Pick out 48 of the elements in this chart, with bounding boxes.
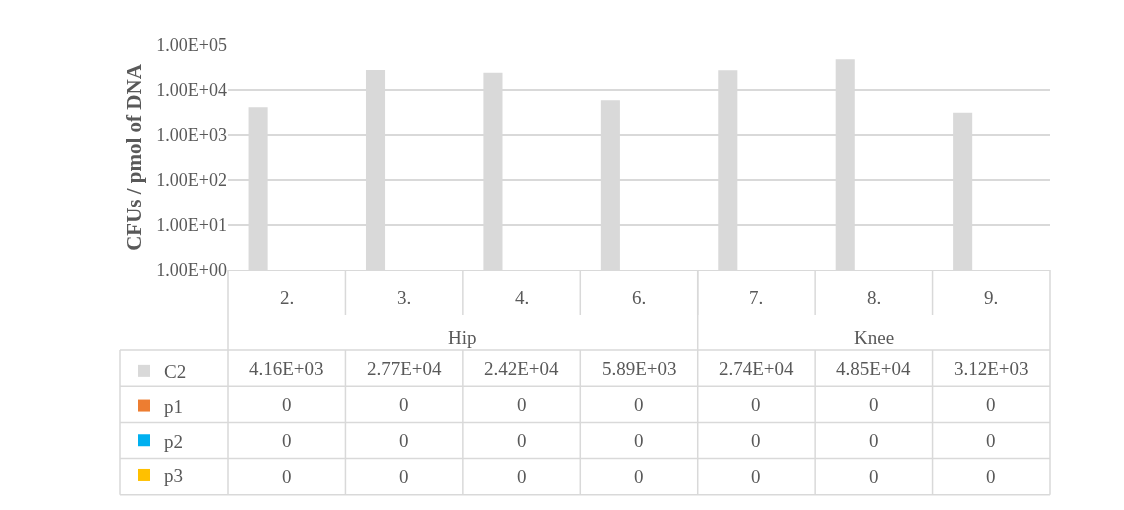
text: 0 [986, 394, 996, 415]
x-tick-label: 6. [632, 287, 647, 308]
text: Knee [854, 327, 895, 348]
text: 0 [517, 430, 527, 451]
text: 0 [869, 430, 879, 451]
y-tick-label: 1.00E+02 [156, 170, 227, 191]
data-label: 3.12E+03 [954, 358, 1029, 379]
text: 0 [517, 466, 527, 487]
x-tick-label: 2. [280, 287, 295, 308]
legend-label: C2 [164, 361, 187, 383]
text: 0 [634, 394, 644, 415]
y-tick-label: 1.00E+03 [156, 125, 227, 146]
legend-label: p2 [164, 430, 183, 452]
text: 0 [399, 394, 409, 415]
y-tick-label: 1.00E+05 [156, 35, 227, 56]
data-label: 4.16E+03 [249, 358, 324, 379]
y-tick-label: 1.00E+04 [156, 80, 227, 101]
y-tick-label: 1.00E+01 [156, 215, 227, 236]
text: 0 [517, 394, 527, 415]
y-axis-title: CFUs / pmol of DNA [122, 63, 147, 251]
text: 0 [751, 394, 761, 415]
text: Hip [448, 327, 477, 348]
x-tick-label: 9. [984, 287, 999, 308]
data-label: 2.74E+04 [719, 358, 795, 379]
text: 0 [399, 466, 409, 487]
legend-label: p3 [164, 465, 183, 487]
x-tick-label: 3. [397, 287, 412, 308]
text: 0 [751, 466, 761, 487]
text: 0 [282, 466, 292, 487]
text: 0 [986, 430, 996, 451]
text: 0 [634, 466, 644, 487]
x-tick-label: 7. [749, 287, 764, 308]
text: 0 [869, 466, 879, 487]
data-label: 4.85E+04 [836, 358, 912, 379]
text: 0 [282, 394, 292, 415]
data-label: 5.89E+03 [602, 358, 677, 379]
y-tick-label: 1.00E+00 [156, 260, 227, 281]
text: 0 [869, 394, 879, 415]
legend-label: p1 [164, 395, 183, 417]
x-tick-label: 4. [515, 287, 530, 308]
text: 0 [399, 430, 409, 451]
text: 0 [634, 430, 644, 451]
x-tick-label: 8. [867, 287, 882, 308]
text: 0 [986, 466, 996, 487]
text: 0 [282, 430, 292, 451]
data-label: 2.42E+04 [484, 358, 560, 379]
data-label: 2.77E+04 [367, 358, 443, 379]
text: 0 [751, 430, 761, 451]
